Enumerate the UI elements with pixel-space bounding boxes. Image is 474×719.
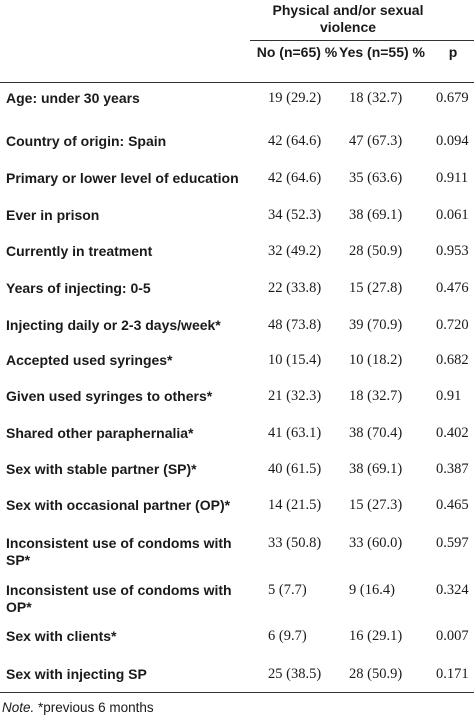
cell-yes: 38 (69.1)	[349, 461, 403, 477]
row-label: Injecting daily or 2-3 days/week*	[6, 317, 221, 333]
cell-no: 19 (29.2)	[268, 90, 322, 106]
cell-p: 0.171	[436, 666, 469, 682]
cell-yes: 28 (50.9)	[349, 243, 403, 259]
cell-p: 0.094	[436, 133, 469, 149]
cell-yes: 38 (69.1)	[349, 207, 403, 223]
cell-no: 42 (64.6)	[268, 133, 322, 149]
cell-yes: 18 (32.7)	[349, 90, 403, 106]
cell-no: 21 (32.3)	[268, 388, 322, 404]
cell-p: 0.476	[436, 280, 469, 296]
cell-no: 5 (7.7)	[268, 582, 307, 598]
cell-p: 0.720	[436, 317, 469, 333]
cell-no: 40 (61.5)	[268, 461, 322, 477]
column-header-p: p	[448, 44, 458, 60]
cell-yes: 35 (63.6)	[349, 170, 403, 186]
cell-yes: 39 (70.9)	[349, 317, 403, 333]
row-label: Primary or lower level of education	[6, 170, 239, 186]
cell-p: 0.91	[436, 388, 462, 404]
cell-p: 0.007	[436, 628, 469, 644]
group-underline	[250, 40, 474, 41]
cell-no: 41 (63.1)	[268, 425, 322, 441]
cell-no: 42 (64.6)	[268, 170, 322, 186]
cell-yes: 9 (16.4)	[349, 582, 395, 598]
cell-yes: 28 (50.9)	[349, 666, 403, 682]
cell-yes: 47 (67.3)	[349, 133, 403, 149]
cell-yes: 15 (27.3)	[349, 497, 403, 513]
cell-p: 0.953	[436, 243, 469, 259]
row-label: Accepted used syringes*	[6, 352, 173, 368]
row-label: Shared other paraphernalia*	[6, 425, 194, 441]
cell-no: 48 (73.8)	[268, 317, 322, 333]
cell-p: 0.911	[436, 170, 469, 186]
cell-p: 0.324	[436, 582, 469, 598]
cell-yes: 15 (27.8)	[349, 280, 403, 296]
cell-no: 34 (52.3)	[268, 207, 322, 223]
cell-yes: 10 (18.2)	[349, 352, 403, 368]
cell-no: 10 (15.4)	[268, 352, 322, 368]
cell-no: 32 (49.2)	[268, 243, 322, 259]
cell-p: 0.597	[436, 535, 469, 551]
cell-p: 0.387	[436, 461, 469, 477]
row-label: Given used syringes to others*	[6, 388, 213, 404]
cell-p: 0.061	[436, 207, 469, 223]
cell-yes: 18 (32.7)	[349, 388, 403, 404]
row-label: Sex with injecting SP	[6, 666, 147, 682]
cell-p: 0.682	[436, 352, 469, 368]
row-label: Inconsistent use of condoms with SP*	[6, 535, 232, 568]
row-label: Ever in prison	[6, 207, 100, 223]
row-label: Sex with stable partner (SP)*	[6, 461, 197, 477]
cell-p: 0.465	[436, 497, 469, 513]
cell-no: 22 (33.8)	[268, 280, 322, 296]
column-header-yes: Yes (n=55) %	[339, 44, 425, 60]
table-top-rule	[0, 82, 474, 83]
row-label: Age: under 30 years	[6, 90, 140, 106]
column-header-no: No (n=65) %	[256, 44, 338, 60]
cell-yes: 33 (60.0)	[349, 535, 403, 551]
cell-yes: 38 (70.4)	[349, 425, 403, 441]
row-label: Years of injecting: 0-5	[6, 280, 151, 296]
cell-no: 33 (50.8)	[268, 535, 322, 551]
note-prefix: Note.	[2, 700, 35, 715]
note-text: *previous 6 months	[34, 700, 154, 715]
cell-no: 25 (38.5)	[268, 666, 322, 682]
column-group-title: Physical and/or sexual violence	[272, 2, 424, 35]
cell-p: 0.679	[436, 90, 469, 106]
cell-p: 0.402	[436, 425, 469, 441]
row-label: Sex with occasional partner (OP)*	[6, 497, 231, 513]
cell-no: 14 (21.5)	[268, 497, 322, 513]
cell-yes: 16 (29.1)	[349, 628, 403, 644]
row-label: Inconsistent use of condoms with OP*	[6, 582, 232, 615]
row-label: Currently in treatment	[6, 243, 153, 259]
row-label: Country of origin: Spain	[6, 133, 167, 149]
cell-no: 6 (9.7)	[268, 628, 307, 644]
table-bottom-rule	[0, 692, 474, 693]
table-note: Note. *previous 6 months	[2, 700, 154, 715]
row-label: Sex with clients*	[6, 628, 117, 644]
